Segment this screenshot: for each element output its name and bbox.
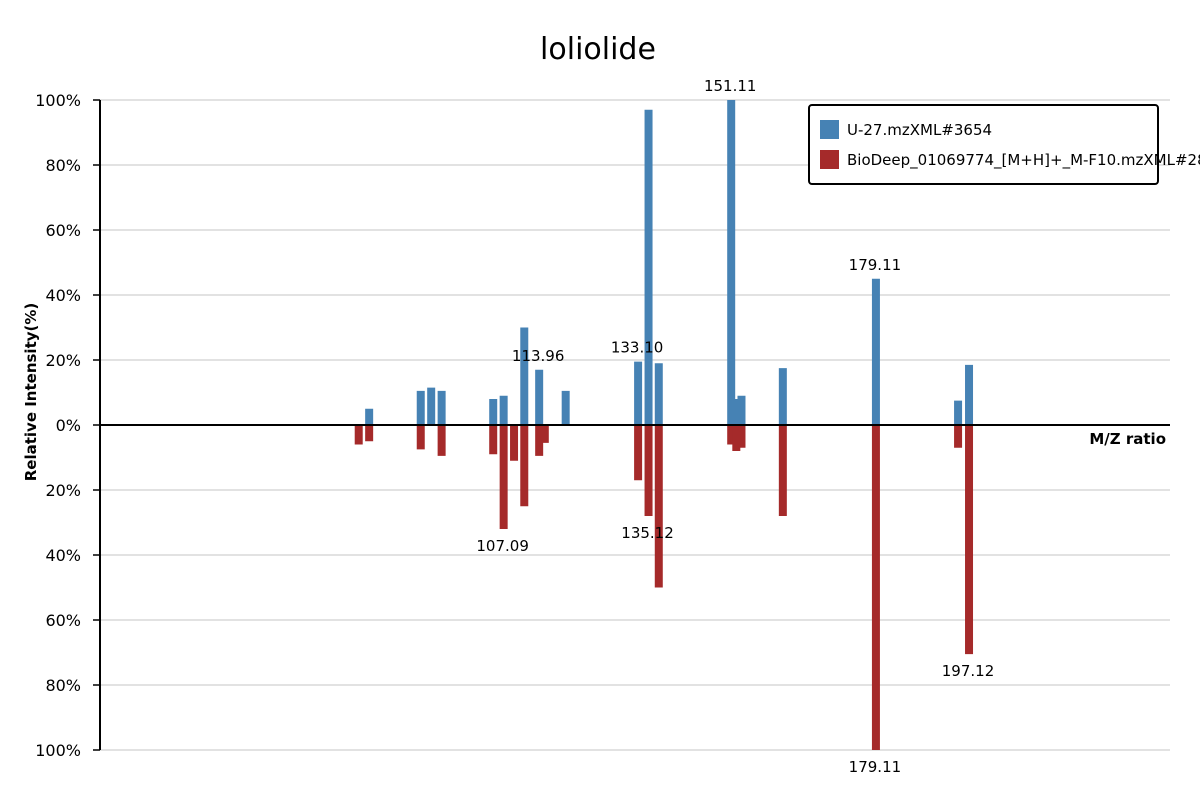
bottom-series-bars bbox=[354, 425, 974, 750]
spectrum-bar-top bbox=[644, 109, 653, 425]
y-tick-label: 100% bbox=[35, 741, 81, 760]
spectrum-bar-bottom bbox=[654, 425, 663, 588]
spectrum-bar-top bbox=[499, 395, 508, 425]
y-tick-label: 40% bbox=[45, 546, 81, 565]
peak-labels: 113.96 133.10 151.11 179.11 107.09 135.12 179.… bbox=[476, 77, 994, 776]
spectrum-bar-bottom bbox=[510, 425, 519, 461]
peak-label-top: 133.10 bbox=[611, 339, 664, 357]
spectrum-bar-top bbox=[654, 363, 663, 425]
spectrum-bar-top bbox=[427, 387, 436, 425]
y-tick-label: 80% bbox=[45, 676, 81, 695]
peak-label-bottom: 107.09 bbox=[476, 537, 529, 555]
spectrum-bar-bottom bbox=[437, 425, 446, 456]
spectrum-bar-top bbox=[965, 364, 974, 425]
spectrum-bar-top bbox=[727, 100, 736, 425]
spectrum-bar-top bbox=[871, 278, 880, 425]
spectrum-bar-top bbox=[535, 369, 544, 425]
peak-label-bottom: 135.12 bbox=[621, 524, 674, 542]
legend-label-top: U-27.mzXML#3654 bbox=[847, 121, 992, 139]
spectrum-bar-bottom bbox=[499, 425, 508, 529]
spectrum-bar-bottom bbox=[540, 425, 549, 443]
spectrum-bar-bottom bbox=[778, 425, 787, 516]
spectrum-bar-bottom bbox=[732, 425, 741, 451]
spectrum-bar-top bbox=[737, 395, 746, 425]
y-tick-label: 80% bbox=[45, 156, 81, 175]
spectrum-bar-bottom bbox=[737, 425, 746, 448]
spectrum-bar-top bbox=[778, 368, 787, 425]
spectrum-bar-top bbox=[561, 390, 570, 425]
peak-label-bottom: 197.12 bbox=[942, 662, 995, 680]
legend-box bbox=[808, 104, 1159, 185]
legend: U-27.mzXML#3654 BioDeep_01069774_[M+H]+_… bbox=[808, 104, 1200, 185]
spectrum-bar-bottom bbox=[489, 425, 498, 455]
spectrum-bar-top bbox=[732, 399, 741, 425]
y-tick-label: 20% bbox=[45, 351, 81, 370]
spectrum-bar-bottom bbox=[965, 425, 974, 655]
y-tick-label: 40% bbox=[45, 286, 81, 305]
x-axis-title: M/Z ratio bbox=[1089, 430, 1166, 448]
spectrum-bar-bottom bbox=[520, 425, 529, 507]
peak-label-top: 179.11 bbox=[849, 256, 902, 274]
spectrum-bar-bottom bbox=[954, 425, 963, 448]
spectrum-bar-top bbox=[520, 327, 529, 425]
top-series-bars bbox=[365, 100, 974, 425]
spectrum-bar-top bbox=[437, 390, 446, 425]
peak-label-top: 113.96 bbox=[512, 347, 565, 365]
chart-title: loliolide bbox=[540, 32, 656, 67]
spectrum-bar-bottom bbox=[727, 425, 736, 445]
y-tick-label: 0% bbox=[56, 416, 81, 435]
spectrum-bar-top bbox=[489, 399, 498, 425]
y-tick-labels: 100% 80% 60% 40% 20% 0% 20% 40% 60% 80% 100% bbox=[35, 91, 81, 760]
y-tick-label: 20% bbox=[45, 481, 81, 500]
spectrum-bar-bottom bbox=[365, 425, 374, 442]
peak-label-bottom: 179.11 bbox=[849, 758, 902, 776]
peak-label-top: 151.11 bbox=[704, 77, 757, 95]
spectrum-bar-bottom bbox=[644, 425, 653, 516]
legend-label-bottom: BioDeep_01069774_[M+H]+_M-F10.mzXML#28 bbox=[847, 151, 1200, 170]
legend-swatch-top bbox=[820, 120, 839, 139]
spectrum-bar-top bbox=[365, 408, 374, 425]
y-tick-label: 60% bbox=[45, 221, 81, 240]
y-tick-label: 100% bbox=[35, 91, 81, 110]
spectrum-bar-bottom bbox=[871, 425, 880, 750]
y-axis-title: Relative Intensity(%) bbox=[22, 303, 40, 482]
legend-swatch-bottom bbox=[820, 150, 839, 169]
spectrum-bar-bottom bbox=[535, 425, 544, 456]
spectrum-bar-bottom bbox=[634, 425, 643, 481]
spectrum-bar-top bbox=[416, 390, 425, 425]
y-tick-label: 60% bbox=[45, 611, 81, 630]
spectrum-bar-bottom bbox=[354, 425, 363, 445]
spectrum-bar-top bbox=[634, 361, 643, 425]
spectrum-bar-top bbox=[954, 400, 963, 425]
spectrum-bar-bottom bbox=[416, 425, 425, 450]
